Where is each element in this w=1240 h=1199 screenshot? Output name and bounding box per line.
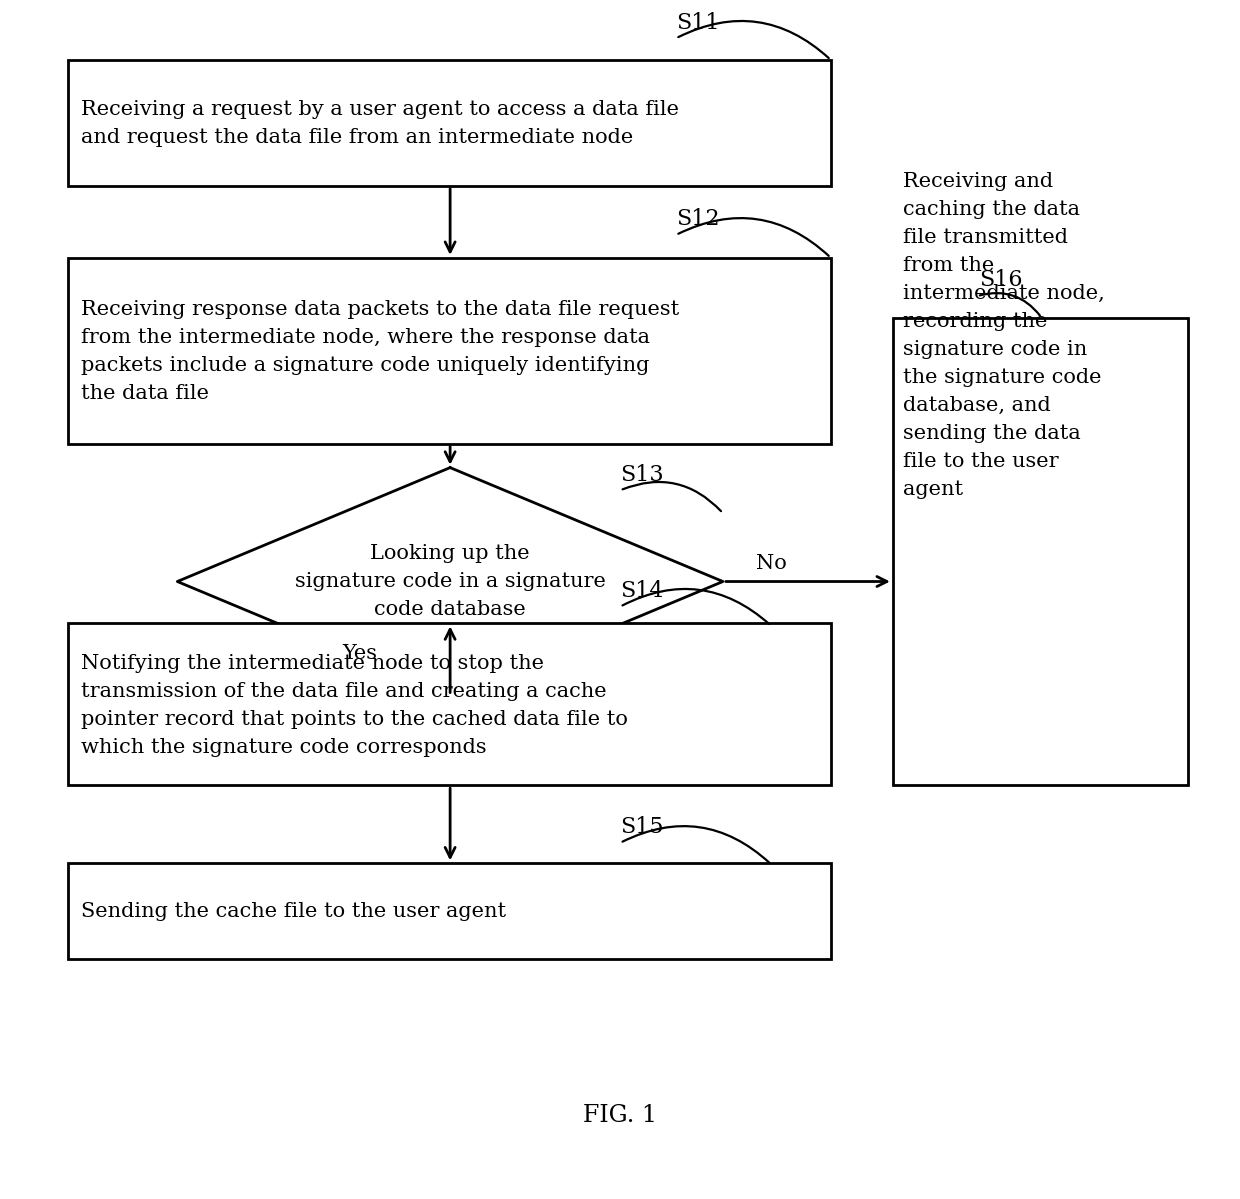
Text: S15: S15 [620,817,663,838]
Text: Looking up the
signature code in a signature
code database: Looking up the signature code in a signa… [295,544,605,619]
Text: S11: S11 [676,12,719,34]
FancyBboxPatch shape [68,258,831,444]
Text: No: No [756,554,787,573]
FancyBboxPatch shape [893,318,1188,785]
Text: Sending the cache file to the user agent: Sending the cache file to the user agent [81,902,506,921]
Text: Receiving response data packets to the data file request
from the intermediate n: Receiving response data packets to the d… [81,300,678,403]
Text: Receiving and
caching the data
file transmitted
from the
intermediate node,
reco: Receiving and caching the data file tran… [903,173,1105,499]
Text: Yes: Yes [342,644,377,663]
FancyBboxPatch shape [68,60,831,186]
Text: Notifying the intermediate node to stop the
transmission of the data file and cr: Notifying the intermediate node to stop … [81,653,627,757]
FancyBboxPatch shape [68,863,831,959]
Text: S16: S16 [980,270,1023,291]
Text: S13: S13 [620,464,663,486]
FancyBboxPatch shape [68,623,831,785]
Text: S14: S14 [620,580,663,602]
Text: FIG. 1: FIG. 1 [583,1103,657,1127]
Polygon shape [177,468,723,695]
Text: S12: S12 [676,209,719,230]
Text: Receiving a request by a user agent to access a data file
and request the data f: Receiving a request by a user agent to a… [81,100,678,147]
